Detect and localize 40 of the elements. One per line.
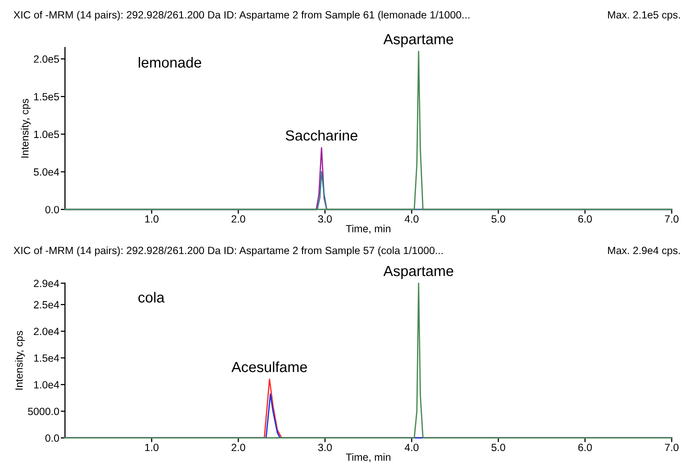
annotation: Aspartame: [383, 266, 454, 280]
chart-title: XIC of -MRM (14 pairs): 292.928/261.200 Da ID: Aspartame 2 from Sample 61 (lemonade 1/1000...: [14, 10, 470, 21]
x-tick-label: 2.0: [232, 444, 246, 452]
annotation: Saccharine: [286, 130, 358, 141]
chart-title: XIC of -MRM (14 pairs): 292.928/261.200 Da ID: Aspartame 2 from Sample 57 (cola 1/1000...: [14, 246, 443, 256]
x-tick-label: 5.0: [492, 444, 506, 452]
x-tick-label: 6.0: [578, 444, 592, 452]
annotation: lemonade: [138, 56, 202, 68]
x-tick-label: 4.0: [404, 444, 419, 452]
y-tick-label: 5.0e4: [34, 168, 60, 176]
x-tick-label: 3.0: [318, 444, 332, 452]
x-tick-label: 7.0: [664, 215, 679, 223]
y-tick-label: 1.0e5: [34, 130, 59, 138]
x-tick-label: 7.0: [664, 444, 679, 452]
x-tick-label: 6.0: [578, 215, 592, 223]
y-axis-title: Intensity, cps: [20, 98, 31, 158]
y-tick-label: 2.9e4: [34, 280, 60, 288]
x-tick-label: 4.0: [404, 215, 419, 223]
x-tick-label: 2.0: [232, 215, 246, 223]
annotation: cola: [138, 292, 165, 303]
y-tick-label: 5000.0: [28, 408, 60, 416]
y-axis-title: Intensity, cps: [15, 330, 25, 390]
annotation: Acesulfame: [231, 361, 307, 372]
y-tick-label: 2.0e4: [34, 328, 60, 336]
y-tick-label: 1.5e5: [34, 93, 59, 100]
y-tick-label: 1.5e4: [34, 354, 60, 362]
y-tick-label: 0.0: [45, 206, 60, 214]
x-tick-label: 3.0: [318, 215, 332, 223]
x-axis-title: Time, min: [346, 453, 390, 462]
chart-subtitle: Max. 2.9e4 cps.: [608, 246, 680, 256]
x-tick-label: 1.0: [145, 444, 158, 452]
chart-subtitle: Max. 2.1e5 cps.: [608, 11, 680, 21]
y-tick-label: 2.5e4: [34, 301, 60, 308]
x-tick-label: 1.0: [145, 215, 158, 223]
x-tick-label: 5.0: [492, 215, 506, 223]
x-axis-title: Time, min: [346, 224, 390, 234]
y-tick-label: 1.0e4: [34, 381, 60, 388]
annotation: Aspartame: [383, 34, 454, 48]
y-tick-label: 2.0e5: [34, 55, 59, 63]
y-tick-label: 0.0: [45, 434, 60, 442]
